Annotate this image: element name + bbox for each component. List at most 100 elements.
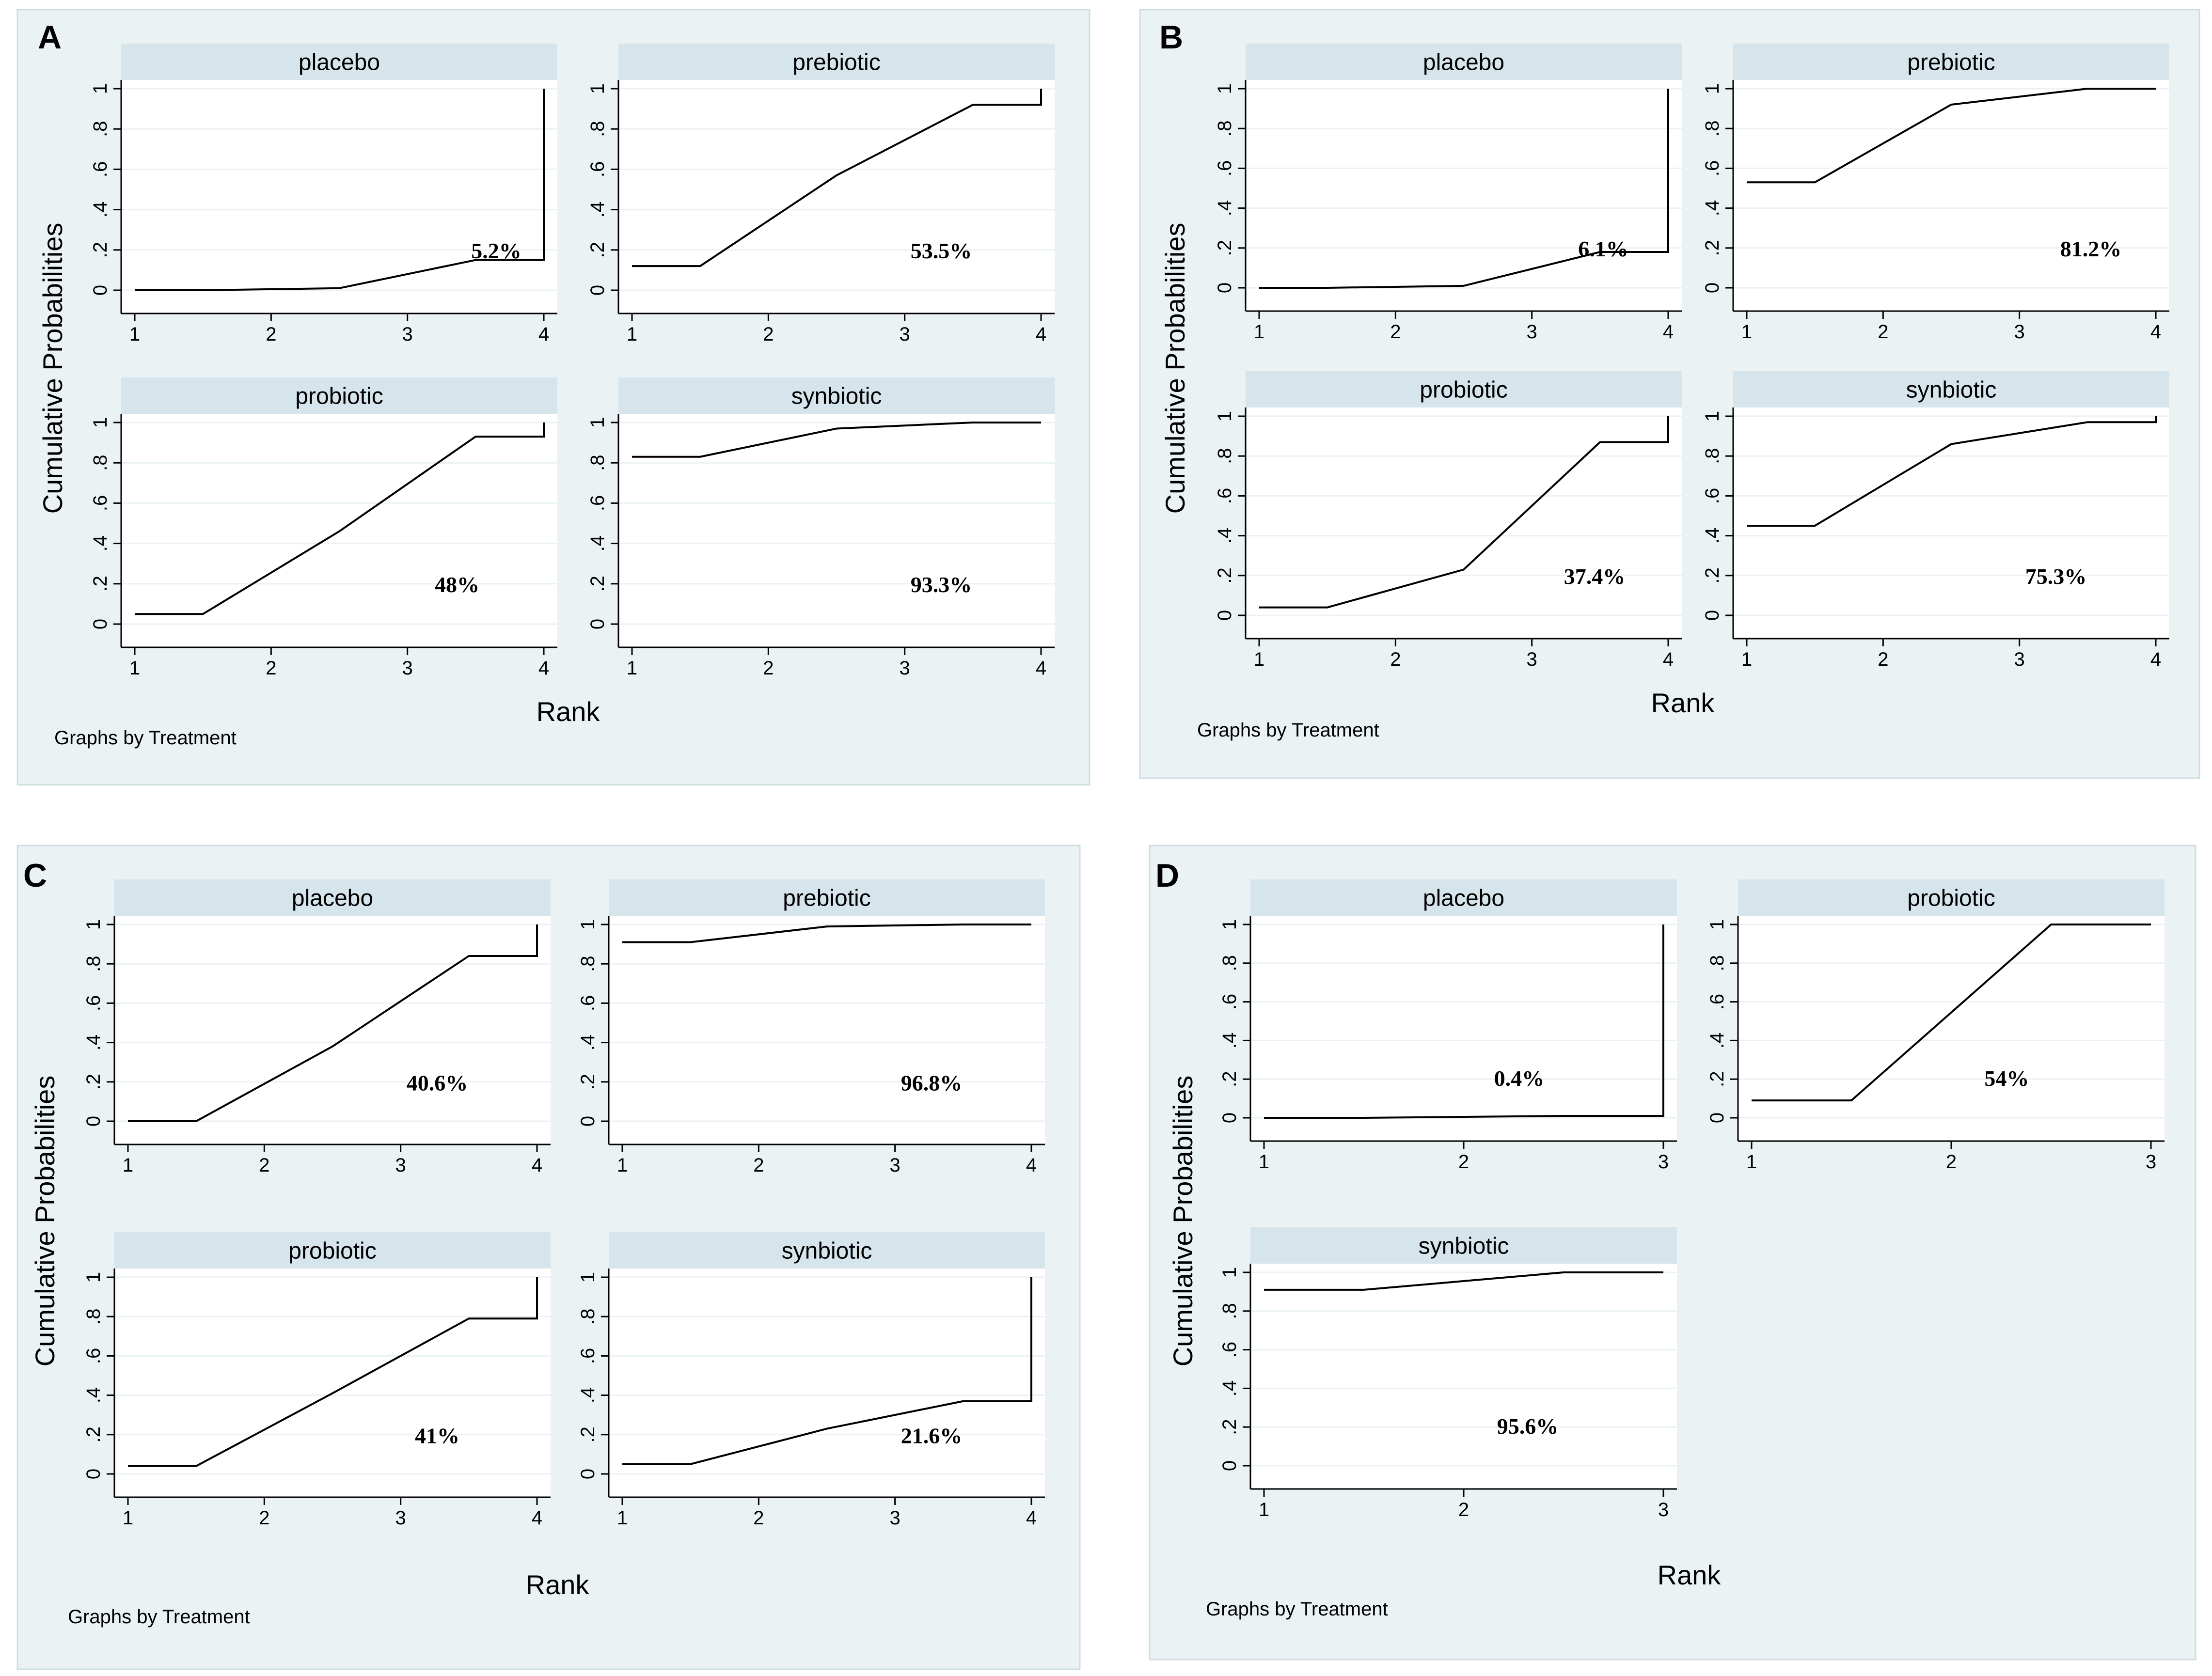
plot-area	[609, 1269, 1045, 1497]
x-tick-label: 1	[1741, 649, 1752, 670]
y-tick-label: .2	[1706, 1071, 1728, 1087]
x-tick-label: 2	[753, 1507, 764, 1529]
y-tick-label: .2	[587, 576, 608, 592]
y-tick-label: .4	[83, 1034, 104, 1050]
plot-area	[1250, 916, 1677, 1141]
facet-placebo: placebo 0 .2 .4 .6 .8 1 1 2 3 4 6.1%	[1214, 44, 1682, 343]
x-tick-label: 1	[1259, 1499, 1269, 1520]
x-tick-label: 3	[395, 1155, 406, 1176]
plot-area	[1738, 916, 2165, 1141]
x-tick-label: 4	[2150, 321, 2161, 343]
y-tick-label: .4	[587, 202, 608, 218]
cumulative-rank-line	[1264, 1271, 1663, 1291]
plot-area	[121, 80, 557, 313]
y-tick-label: .6	[1214, 160, 1235, 176]
y-tick-label: .4	[90, 202, 111, 218]
x-tick-label: 1	[1746, 1151, 1757, 1173]
cumulative-rank-line	[1264, 924, 1664, 1119]
x-tick-label: 3	[402, 324, 413, 345]
x-tick-label: 2	[259, 1507, 269, 1529]
x-tick-label: 3	[1658, 1151, 1669, 1173]
plot-area	[618, 80, 1055, 313]
sucra-label: 54%	[1984, 1066, 2029, 1091]
facet-title: placebo	[292, 886, 373, 911]
x-tick-label: 1	[129, 324, 140, 345]
sucra-label: 81.2%	[2060, 236, 2122, 261]
x-tick-label: 1	[617, 1507, 628, 1529]
sucra-label: 53.5%	[911, 238, 972, 263]
y-tick-label: .2	[1214, 240, 1235, 256]
y-tick-label: 0	[577, 1469, 599, 1479]
y-tick-label: .6	[83, 1348, 104, 1364]
x-tick-label: 4	[538, 324, 549, 345]
y-tick-label: 0	[587, 285, 608, 296]
y-tick-label: .6	[1214, 488, 1235, 504]
plot-area	[114, 916, 551, 1144]
cumulative-rank-line	[135, 89, 545, 291]
y-tick-label: .8	[1219, 1303, 1240, 1319]
x-axis-title: Rank	[537, 696, 600, 727]
y-tick-label: .6	[1219, 1342, 1240, 1358]
plot-area	[1733, 80, 2169, 311]
y-tick-label: .4	[83, 1387, 104, 1403]
facet-title: synbiotic	[791, 384, 882, 409]
sucra-label: 37.4%	[1564, 564, 1626, 589]
panel-letter: B	[1159, 19, 1183, 56]
y-tick-label: 0	[587, 619, 608, 629]
facet-title: probiotic	[1420, 377, 1507, 403]
x-tick-label: 3	[1527, 321, 1537, 343]
y-tick-label: .2	[587, 242, 608, 258]
y-tick-label: 1	[83, 919, 104, 930]
facet-prebiotic: prebiotic 0 .2 .4 .6 .8 1 1 2 3 4 53.5%	[587, 44, 1055, 345]
y-tick-label: .6	[577, 995, 599, 1011]
facet-strip	[1246, 44, 1682, 80]
x-tick-label: 3	[900, 324, 910, 345]
y-tick-label: .4	[577, 1387, 599, 1403]
y-axis-title: Cumulative Probabilities	[1160, 223, 1190, 514]
y-axis-title: Cumulative Probabilities	[30, 1076, 60, 1367]
x-tick-label: 3	[2014, 649, 2025, 670]
x-tick-label: 3	[900, 658, 910, 679]
y-tick-label: 0	[90, 619, 111, 629]
x-tick-label: 3	[402, 658, 413, 679]
x-tick-label: 1	[1254, 649, 1264, 670]
x-tick-label: 3	[395, 1507, 406, 1529]
y-tick-label: .2	[1702, 567, 1723, 583]
panel-b: B Cumulative Probabilities Rank Graphs by T…	[1139, 9, 2200, 779]
y-tick-label: .4	[90, 535, 111, 551]
panel-d: D Cumulative Probabilities Rank Graphs by T…	[1149, 845, 2196, 1660]
y-tick-label: .8	[1214, 448, 1235, 464]
facet-strip	[1738, 879, 2165, 916]
y-tick-label: .8	[90, 121, 111, 137]
x-tick-label: 3	[2014, 321, 2025, 343]
panel-letter: A	[38, 19, 62, 56]
y-tick-label: .4	[1219, 1033, 1240, 1049]
x-tick-label: 3	[890, 1155, 901, 1176]
facet-placebo: placebo 0 .2 .4 .6 .8 1 1 2 3 0.4%	[1219, 879, 1677, 1173]
panel-letter: C	[23, 857, 47, 894]
sucra-label: 93.3%	[911, 572, 972, 597]
x-tick-label: 2	[1458, 1499, 1469, 1520]
sucra-label: 5.2%	[471, 238, 521, 263]
facet-placebo: placebo 0 .2 .4 .6 .8 1 1 2 3 4 5.2%	[90, 44, 557, 345]
y-tick-label: 0	[83, 1469, 104, 1479]
x-tick-label: 2	[266, 658, 276, 679]
facet-title: synbiotic	[1419, 1234, 1509, 1259]
facet-title: probiotic	[288, 1238, 376, 1264]
x-tick-label: 2	[1458, 1151, 1469, 1173]
facet-title: prebiotic	[1907, 50, 1995, 76]
y-tick-label: 1	[83, 1272, 104, 1283]
y-tick-label: .2	[1219, 1071, 1240, 1087]
facet-strip	[1250, 879, 1677, 916]
x-tick-label: 3	[2146, 1151, 2156, 1173]
y-tick-label: 1	[587, 417, 608, 428]
y-tick-label: 0	[1214, 610, 1235, 621]
plot-area	[1246, 80, 1682, 311]
cumulative-rank-line	[632, 89, 1042, 267]
facet-synbiotic: synbiotic 0 .2 .4 .6 .8 1 1 2 3 4 21.6%	[577, 1232, 1045, 1529]
sucra-label: 48%	[435, 572, 479, 597]
y-tick-label: 1	[1706, 919, 1728, 930]
facet-strip	[618, 377, 1055, 414]
x-tick-label: 1	[123, 1507, 133, 1529]
